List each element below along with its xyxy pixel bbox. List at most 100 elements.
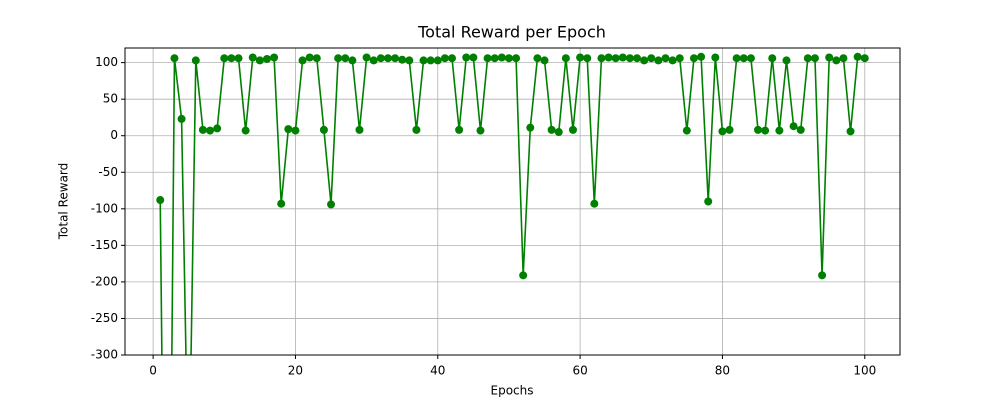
data-point [298,56,307,65]
data-point [746,54,755,63]
data-point [291,126,300,135]
data-point [248,53,257,62]
x-tick-label: 100 [853,364,876,378]
data-point [832,56,841,65]
data-point [355,125,364,134]
y-tick-label: -50 [98,165,118,179]
data-point [675,54,684,63]
x-tick-label: 80 [715,364,730,378]
data-point [206,126,215,135]
data-point [732,54,741,63]
plot-area [156,52,869,355]
data-point [191,56,200,65]
data-point [262,54,271,63]
x-tick-label: 20 [288,364,303,378]
data-point [448,54,457,63]
series-line [159,55,865,355]
data-point [547,125,556,134]
data-point [754,125,763,134]
data-point [689,54,698,63]
data-point [519,271,528,280]
data-point [775,126,784,135]
axes-frame [124,47,901,356]
data-point [739,54,748,63]
data-point [362,53,371,62]
y-tick-label: -100 [91,201,118,215]
data-point [526,123,535,132]
data-point [839,54,848,63]
data-point [718,127,727,136]
data-point [277,199,286,208]
data-point [853,52,862,61]
data-point [554,128,563,137]
data-point [846,127,855,136]
data-point [668,56,677,65]
data-point [391,54,400,63]
data-point [327,200,336,209]
data-point [213,124,222,133]
data-point [803,54,812,63]
data-point [255,56,264,65]
data-point [682,126,691,135]
data-point [234,54,243,63]
x-tick-label: 0 [149,364,157,378]
chart-title: Total Reward per Epoch [417,23,606,42]
data-point [590,199,599,208]
data-point [625,54,634,63]
data-point [312,54,321,63]
data-point [490,54,499,63]
data-point [319,125,328,134]
ticks: 0 20 40 60 80 100 -300 -250 -200 -150 -100 -50 0 50 10… [91,55,876,377]
data-point [825,53,834,62]
data-point [334,54,343,63]
data-point [818,271,827,280]
data-point [227,54,236,63]
data-point [697,52,706,61]
data-point [476,126,485,135]
y-tick-label: -300 [91,348,118,362]
data-point [462,53,471,62]
x-tick-label: 40 [430,364,445,378]
data-point [497,53,506,62]
data-point [270,53,279,62]
data-point [405,56,414,65]
data-point [504,54,513,63]
data-point [469,53,478,62]
data-point [533,54,542,63]
data-point [568,125,577,134]
data-point [789,122,798,131]
y-tick-label: -200 [91,274,118,288]
data-point [455,125,464,134]
data-point [561,54,570,63]
data-point [369,56,378,65]
data-point [198,125,207,134]
data-point [654,56,663,65]
y-tick-label: -150 [91,238,118,252]
data-point [433,56,442,65]
data-point [348,56,357,65]
data-point [398,55,407,64]
x-axis-label: Epochs [491,384,534,398]
data-point [860,54,869,63]
data-point [583,54,592,63]
data-point [576,53,585,62]
y-tick-label: 0 [110,128,118,142]
y-tick-label: 50 [103,92,118,106]
data-point [220,54,229,63]
data-point [412,125,421,134]
data-point [177,114,186,123]
data-point [383,54,392,63]
data-point [810,54,819,63]
data-point [419,56,428,65]
data-point [170,54,179,63]
y-axis-label: Total Reward [57,163,71,241]
data-point [611,54,620,63]
data-point [633,54,642,63]
data-point [768,54,777,63]
data-point [761,126,770,135]
data-point [376,54,385,63]
data-point [640,56,649,65]
data-point [512,54,521,63]
data-point [284,125,293,134]
